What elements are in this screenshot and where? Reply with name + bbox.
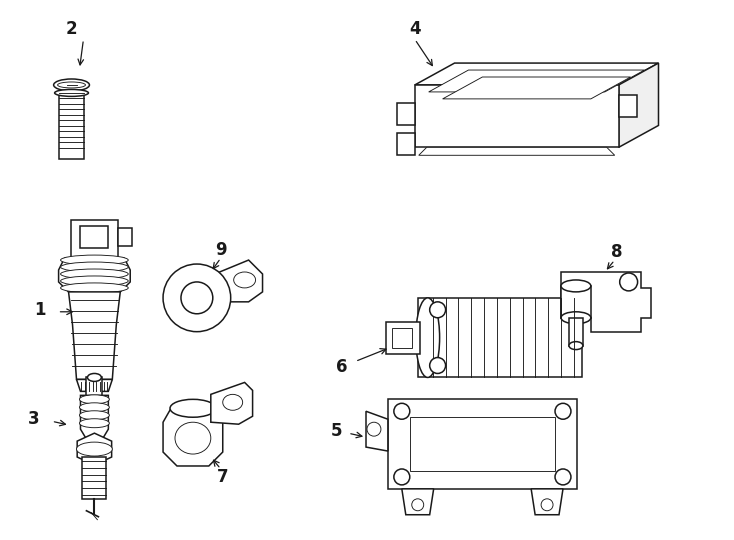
Ellipse shape <box>57 82 85 88</box>
Bar <box>410 417 555 471</box>
Ellipse shape <box>561 280 591 292</box>
Polygon shape <box>443 77 631 99</box>
Circle shape <box>619 273 638 291</box>
Circle shape <box>412 499 424 511</box>
Bar <box>392 328 412 348</box>
Polygon shape <box>418 147 614 156</box>
Bar <box>388 400 577 489</box>
Circle shape <box>555 403 571 419</box>
Text: 4: 4 <box>409 20 421 38</box>
Polygon shape <box>211 382 252 424</box>
Ellipse shape <box>61 255 128 265</box>
Text: 2: 2 <box>66 20 77 38</box>
Circle shape <box>367 422 381 436</box>
Ellipse shape <box>76 442 112 456</box>
Polygon shape <box>415 85 619 147</box>
Polygon shape <box>163 408 222 466</box>
Circle shape <box>541 499 553 511</box>
Text: 9: 9 <box>215 241 227 259</box>
Polygon shape <box>59 258 130 292</box>
Ellipse shape <box>222 394 243 410</box>
Bar <box>118 228 132 246</box>
Circle shape <box>181 282 213 314</box>
Circle shape <box>394 403 410 419</box>
Ellipse shape <box>415 298 440 377</box>
Ellipse shape <box>87 374 101 381</box>
Polygon shape <box>77 433 112 465</box>
Polygon shape <box>561 272 650 332</box>
Polygon shape <box>415 63 658 85</box>
Polygon shape <box>619 95 636 117</box>
Bar <box>59 91 84 159</box>
Polygon shape <box>531 489 563 515</box>
Text: 6: 6 <box>336 359 348 376</box>
Circle shape <box>555 469 571 485</box>
Ellipse shape <box>79 418 109 428</box>
Ellipse shape <box>54 90 88 97</box>
Polygon shape <box>561 286 591 318</box>
Ellipse shape <box>175 422 211 454</box>
Polygon shape <box>366 411 388 451</box>
Circle shape <box>163 264 230 332</box>
Ellipse shape <box>61 283 128 293</box>
Ellipse shape <box>170 400 216 417</box>
Bar <box>418 298 582 377</box>
Text: 8: 8 <box>611 243 622 261</box>
Polygon shape <box>397 133 415 154</box>
Circle shape <box>429 302 446 318</box>
Text: 1: 1 <box>34 301 46 319</box>
Polygon shape <box>397 103 415 125</box>
Polygon shape <box>76 380 112 392</box>
Ellipse shape <box>79 411 109 420</box>
Text: 7: 7 <box>217 468 228 486</box>
Polygon shape <box>81 395 109 439</box>
Bar <box>386 322 420 354</box>
Polygon shape <box>429 70 644 92</box>
Polygon shape <box>569 318 583 346</box>
Text: 5: 5 <box>330 422 342 440</box>
Bar <box>87 377 102 397</box>
Polygon shape <box>401 489 434 515</box>
Bar <box>81 226 109 248</box>
Circle shape <box>394 469 410 485</box>
Polygon shape <box>619 63 658 147</box>
Ellipse shape <box>79 403 109 412</box>
Polygon shape <box>215 260 263 302</box>
Ellipse shape <box>79 395 109 404</box>
Circle shape <box>429 357 446 374</box>
Bar <box>82 457 106 499</box>
Ellipse shape <box>54 79 90 91</box>
Ellipse shape <box>561 312 591 323</box>
Text: 3: 3 <box>28 410 40 428</box>
Ellipse shape <box>61 276 128 286</box>
Ellipse shape <box>233 272 255 288</box>
Bar <box>70 220 118 258</box>
Ellipse shape <box>569 342 583 349</box>
Polygon shape <box>68 292 120 380</box>
Ellipse shape <box>61 262 128 272</box>
Ellipse shape <box>61 269 128 279</box>
